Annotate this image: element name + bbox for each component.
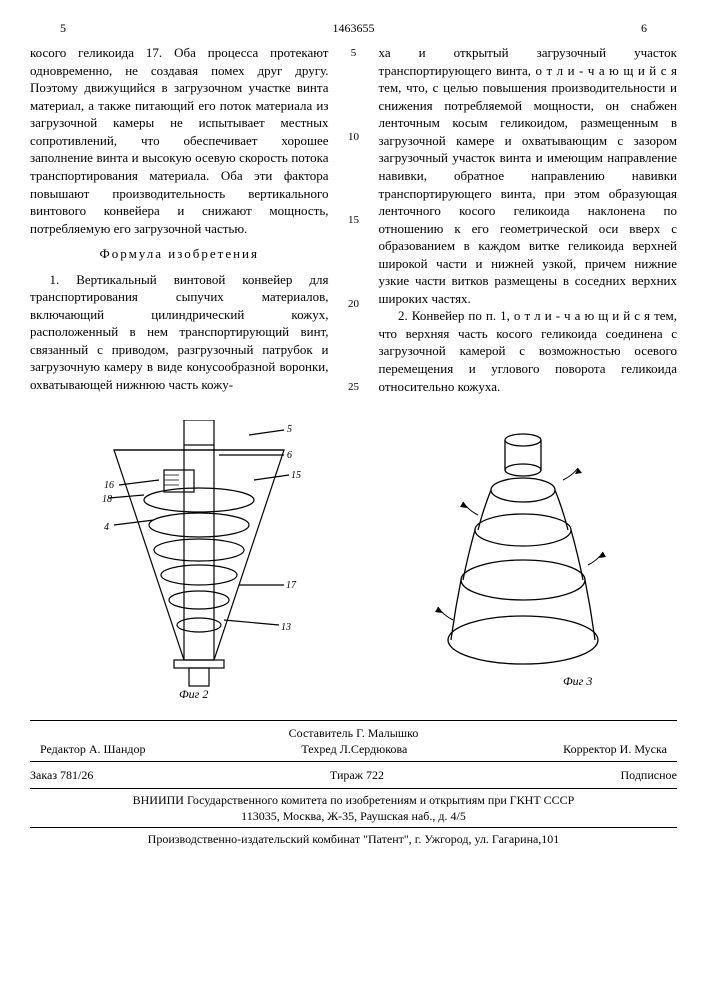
fig2-label: 15	[291, 470, 301, 481]
page-num-right: 6	[641, 20, 647, 36]
footer-org: ВНИИПИ Государственного комитета по изоб…	[30, 792, 677, 824]
zakaz: Заказ 781/26	[30, 767, 93, 783]
page-header: 5 1463655 6	[30, 20, 677, 36]
divider	[30, 761, 677, 762]
tirazh: Тираж 722	[330, 767, 384, 783]
credits-block: Составитель Г. Малышко Редактор А. Шандо…	[30, 720, 677, 757]
patent-number: 1463655	[333, 20, 375, 36]
org-addr: 113035, Москва, Ж-35, Раушская наб., д. …	[30, 808, 677, 824]
editor: Редактор А. Шандор	[40, 741, 146, 757]
divider	[30, 788, 677, 789]
left-column: косого геликоида 17. Оба процесса протек…	[30, 44, 329, 395]
podpisnoe: Подписное	[621, 767, 678, 783]
line-num: 15	[345, 213, 363, 228]
right-column: ха и открытый загрузочный участок трансп…	[379, 44, 678, 395]
left-para-1: косого геликоида 17. Оба процесса протек…	[30, 44, 329, 237]
right-para-2: 2. Конвейер по п. 1, о т л и - ч а ю щ и…	[379, 307, 678, 395]
line-num: 25	[345, 380, 363, 395]
corrector: Корректор И. Муска	[563, 741, 667, 757]
line-num: 20	[345, 297, 363, 312]
fig2-label: 13	[281, 622, 291, 633]
line-num: 10	[345, 130, 363, 145]
divider	[30, 827, 677, 828]
left-para-2: 1. Вертикальный винтовой конвейер для тр…	[30, 271, 329, 394]
right-para-1: ха и открытый загрузочный участок трансп…	[379, 44, 678, 307]
figure-2: 5 6 15 16 18 4 17 13 Фиг 2	[84, 420, 314, 700]
page-container: 5 1463655 6 косого геликоида 17. Оба про…	[0, 0, 707, 857]
line-number-gutter: 5 10 15 20 25	[345, 44, 363, 395]
fig2-label: 4	[104, 522, 109, 533]
techred: Техред Л.Сердюкова	[301, 741, 407, 757]
fig2-label: 18	[102, 494, 112, 505]
page-num-left: 5	[60, 20, 66, 36]
order-line: Заказ 781/26 Тираж 722 Подписное	[30, 765, 677, 785]
footer-prod: Производственно-издательский комбинат "П…	[30, 831, 677, 847]
figure-3: Фиг 3	[423, 420, 623, 700]
fig2-label: 17	[286, 580, 297, 591]
fig2-label: 6	[287, 450, 292, 461]
line-num: 5	[345, 46, 363, 61]
compiler: Составитель Г. Малышко	[30, 725, 677, 741]
figures-row: 5 6 15 16 18 4 17 13 Фиг 2	[30, 410, 677, 710]
fig3-svg: Фиг 3	[423, 420, 623, 700]
fig2-caption: Фиг 2	[179, 687, 208, 700]
fig2-label: 5	[287, 424, 292, 435]
org-name: ВНИИПИ Государственного комитета по изоб…	[30, 792, 677, 808]
fig2-label: 16	[104, 480, 114, 491]
formula-title: Формула изобретения	[30, 245, 329, 263]
fig2-svg: 5 6 15 16 18 4 17 13 Фиг 2	[84, 420, 314, 700]
fig3-caption: Фиг 3	[563, 674, 592, 688]
text-columns: косого геликоида 17. Оба процесса протек…	[30, 44, 677, 395]
